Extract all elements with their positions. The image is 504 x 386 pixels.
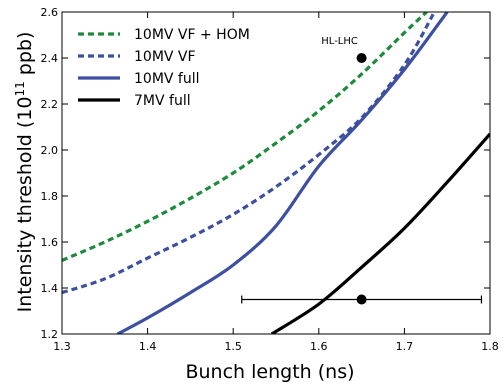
- plot-border: [61, 11, 491, 335]
- y-tick-label: 1.6: [41, 236, 59, 249]
- data-point-1: [356, 53, 367, 63]
- x-tick-label: 1.4: [139, 340, 157, 353]
- y-tick-label: 1.4: [41, 282, 59, 295]
- ticks-layer: 1.3 1.4 1.5 1.6 1.7 1.8 1.2 1.4 1.6 1.8 2.0 2.2 2.4 2…: [41, 6, 499, 353]
- series-layer: [62, 12, 490, 334]
- x-tick-label: 1.8: [481, 340, 499, 353]
- legend: 10MV VF + HOM 10MV VF 10MV full 7MV full: [78, 27, 250, 109]
- y-tick-label: 2.4: [41, 52, 59, 65]
- x-axis-title: Bunch length (ns): [185, 361, 354, 383]
- y-axis-title-main: Intensity threshold (10: [14, 97, 36, 313]
- y-tick-label: 2.2: [41, 98, 59, 111]
- x-tick-label: 1.3: [53, 340, 71, 353]
- y-tick-label: 2.6: [41, 6, 59, 19]
- legend-label-3: 10MV full: [134, 71, 200, 87]
- points-layer: HL-LHC: [241, 36, 483, 305]
- y-axis-title-tail: ppb): [14, 32, 36, 82]
- plot-frame: [62, 12, 490, 334]
- x-tick-label: 1.7: [396, 340, 414, 353]
- y-axis-title: Intensity threshold (1011 ppb): [13, 32, 36, 313]
- legend-label-4: 7MV full: [134, 93, 191, 109]
- y-tick-label: 1.8: [41, 190, 59, 203]
- y-axis-title-sup: 11: [13, 81, 27, 96]
- y-tick-label: 1.2: [41, 328, 59, 341]
- point-annotation: HL-LHC: [321, 36, 358, 47]
- legend-label-2: 10MV VF: [134, 49, 196, 65]
- x-tick-label: 1.6: [310, 340, 328, 353]
- data-point-2: [356, 294, 367, 305]
- legend-label-1: 10MV VF + HOM: [134, 27, 250, 43]
- x-tick-label: 1.5: [224, 340, 242, 353]
- series-line-3: [116, 12, 449, 334]
- series-line-1: [62, 12, 428, 262]
- y-tick-label: 2.0: [41, 144, 59, 157]
- plot-area: HL-LHC 1.3 1.4 1.5 1.6 1.7 1.8 1.2 1.4 1.6 1.8 2.0…: [41, 6, 499, 353]
- series-line-4: [270, 132, 490, 334]
